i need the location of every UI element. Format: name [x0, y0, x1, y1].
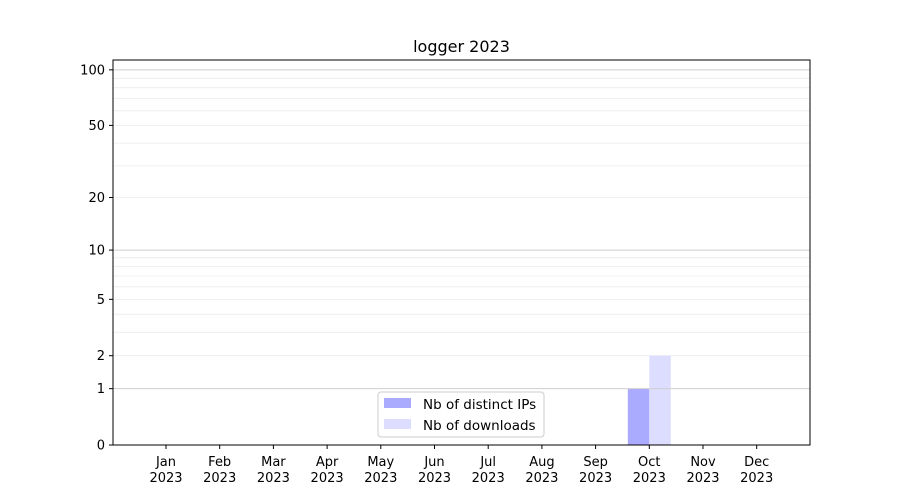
x-tick-label: Jan: [155, 455, 176, 470]
y-tick-label: 50: [88, 119, 105, 134]
y-tick-label: 0: [97, 439, 105, 454]
x-axis: Jan2023Feb2023Mar2023Apr2023May2023Jun20…: [149, 445, 773, 486]
x-tick-label: 2023: [472, 471, 505, 486]
y-tick-label: 20: [88, 191, 105, 206]
legend-label-ips: Nb of distinct IPs: [423, 397, 536, 413]
y-tick-label: 5: [97, 293, 105, 308]
x-tick-label: Feb: [208, 455, 231, 470]
x-tick-label: 2023: [633, 471, 666, 486]
legend-label-downloads: Nb of downloads: [423, 418, 536, 434]
x-tick-label: 2023: [203, 471, 236, 486]
gridlines: [113, 77, 810, 357]
x-tick-label: 2023: [686, 471, 719, 486]
legend-swatch-downloads: [384, 419, 411, 429]
bar-distinct-ips: [627, 388, 650, 445]
x-tick-label: 2023: [311, 471, 344, 486]
x-tick-label: Nov: [690, 455, 716, 470]
x-tick-label: Sep: [583, 455, 608, 470]
legend-swatch-ips: [384, 398, 411, 408]
y-tick-label: 100: [80, 63, 105, 78]
legend: Nb of distinct IPs Nb of downloads: [377, 391, 545, 438]
x-tick-label: 2023: [579, 471, 612, 486]
x-tick-label: Apr: [316, 455, 339, 470]
x-tick-label: Oct: [638, 455, 660, 470]
y-tick-label: 1: [97, 382, 105, 397]
chart-title: logger 2023: [413, 37, 510, 56]
bar-downloads: [649, 355, 671, 445]
x-tick-label: 2023: [740, 471, 773, 486]
x-tick-label: Aug: [529, 455, 554, 470]
x-tick-label: Jun: [423, 455, 444, 470]
plot-frame: [112, 59, 811, 446]
x-tick-label: 2023: [257, 471, 290, 486]
y-tick-label: 10: [88, 244, 105, 259]
bars: [627, 355, 671, 445]
x-tick-label: 2023: [418, 471, 451, 486]
y-axis: 0 1 2 5 10 20 50 100: [80, 63, 113, 454]
x-tick-label: May: [367, 455, 394, 470]
x-tick-label: 2023: [364, 471, 397, 486]
major-gridlines: [113, 69, 810, 390]
y-tick-label: 2: [97, 349, 105, 364]
x-tick-label: Mar: [261, 455, 286, 470]
x-tick-label: 2023: [149, 471, 182, 486]
x-tick-label: 2023: [525, 471, 558, 486]
x-tick-label: Jul: [479, 455, 496, 470]
x-tick-label: Dec: [744, 455, 769, 470]
